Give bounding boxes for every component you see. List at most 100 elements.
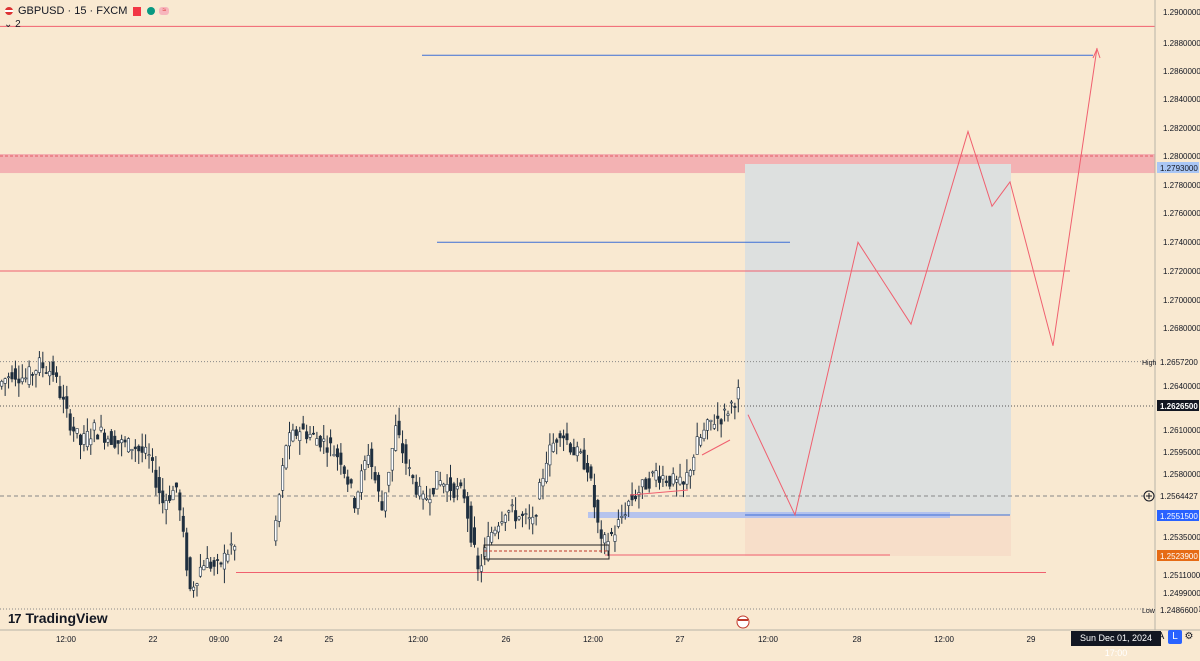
candle-body: [106, 438, 110, 443]
candle-body: [555, 439, 559, 443]
candle-body: [311, 432, 315, 435]
candle-body: [610, 531, 614, 535]
candle-body: [411, 475, 415, 479]
candle-body: [572, 447, 576, 456]
candle-body: [661, 475, 665, 480]
candle-body: [212, 560, 216, 567]
candle-body: [24, 377, 28, 380]
candle-body: [431, 487, 435, 495]
candle-body: [579, 451, 583, 454]
candle-body: [359, 470, 363, 493]
candle-body: [709, 419, 713, 422]
price-tag-high: High: [1142, 360, 1157, 367]
projection-path: [747, 47, 1098, 517]
candle-body: [332, 454, 336, 457]
candle-body: [174, 482, 178, 488]
candle-body: [291, 429, 295, 442]
price-tag-low: Low: [1142, 608, 1156, 615]
candle-body: [562, 435, 566, 439]
auto-scale-button[interactable]: A: [1157, 631, 1165, 642]
indicator-toggle-icon[interactable]: ≈: [159, 7, 170, 15]
candle-body: [390, 448, 394, 471]
candle-body: [428, 499, 432, 504]
candle-body: [383, 492, 387, 512]
candle-body: [329, 437, 333, 444]
candle-body: [216, 559, 220, 561]
candle-body: [575, 446, 579, 457]
candle-body: [61, 396, 65, 400]
candle-body: [599, 529, 603, 539]
candle-body: [500, 521, 504, 524]
candle-body: [133, 446, 137, 450]
candle-body: [459, 482, 463, 487]
candle-body: [651, 471, 655, 474]
candle-body: [68, 413, 72, 431]
candle-body: [685, 472, 689, 485]
candle-body: [301, 423, 305, 430]
candle-body: [335, 448, 339, 458]
candle-body: [699, 437, 703, 446]
candle-body: [565, 433, 569, 441]
lines-layer: [0, 25, 1155, 610]
scale-controls: A L ⚙: [1154, 630, 1196, 644]
price-tick-label: 1.2900000: [1163, 8, 1200, 17]
candle-body: [493, 529, 497, 535]
price-label-box-low: [1157, 604, 1199, 615]
candle-body: [596, 500, 600, 523]
time-tick-label: 22: [149, 635, 158, 644]
candle-body: [168, 495, 172, 501]
candle-body: [438, 480, 442, 486]
candle-body: [733, 406, 737, 408]
candle-body: [229, 543, 233, 546]
candle-body: [89, 438, 93, 446]
candle-body: [527, 517, 531, 520]
candle-body: [421, 493, 425, 500]
candle-body: [414, 481, 418, 495]
candle-body: [719, 419, 723, 425]
candle-body: [678, 476, 682, 485]
candle-body: [640, 479, 644, 488]
log-scale-button[interactable]: L: [1168, 630, 1182, 644]
candle-body: [116, 440, 120, 444]
price-chart[interactable]: 1.2900000 1.2880000 1.2860000 1.2840000 1.28…: [0, 0, 1200, 646]
price-tick-label: 1.2535000: [1163, 533, 1200, 542]
candle-body: [688, 470, 692, 477]
candle-body: [716, 415, 720, 419]
candle-body: [147, 454, 151, 457]
candle-body: [534, 515, 538, 517]
candle-body: [144, 446, 148, 454]
candle-body: [7, 376, 11, 379]
candle-body: [79, 434, 83, 446]
price-label-last_price: 1.2626500: [1160, 402, 1198, 411]
candle-body: [140, 446, 144, 453]
gear-icon[interactable]: ⚙: [1184, 631, 1194, 642]
candle-body: [726, 413, 730, 416]
candle-body: [325, 447, 329, 453]
candle-body: [113, 435, 117, 448]
candle-body: [0, 381, 4, 387]
candle-body: [729, 401, 733, 404]
candle-body: [31, 374, 35, 376]
collapse-indicators-button[interactable]: ⌄ 2: [4, 19, 21, 30]
crosshair-plus-icon: [1143, 490, 1155, 502]
candle-body: [664, 480, 668, 483]
candle-body: [695, 436, 699, 455]
time-tick-label: 25: [325, 635, 334, 644]
candle-body: [209, 561, 213, 569]
candle-body: [603, 534, 607, 544]
candle-body: [401, 443, 405, 454]
candle-body: [308, 433, 312, 438]
candle-body: [387, 471, 391, 486]
time-tick-label: 09:00: [209, 635, 230, 644]
symbol-header[interactable]: GBPUSD · 15 · FXCM ≈: [4, 3, 170, 19]
candle-body: [514, 510, 518, 522]
candle-body: [281, 465, 285, 491]
candle-body: [486, 536, 490, 561]
zones-layer: [0, 154, 1155, 556]
price-tick-label: 1.2880000: [1163, 39, 1200, 48]
candle-body: [346, 476, 350, 485]
chart-area[interactable]: 1.2900000 1.2880000 1.2860000 1.2840000 1.28…: [0, 0, 1200, 646]
candle-body: [510, 504, 514, 507]
candle-body: [380, 501, 384, 511]
price-label-entry: 1.2551500: [1160, 512, 1198, 521]
